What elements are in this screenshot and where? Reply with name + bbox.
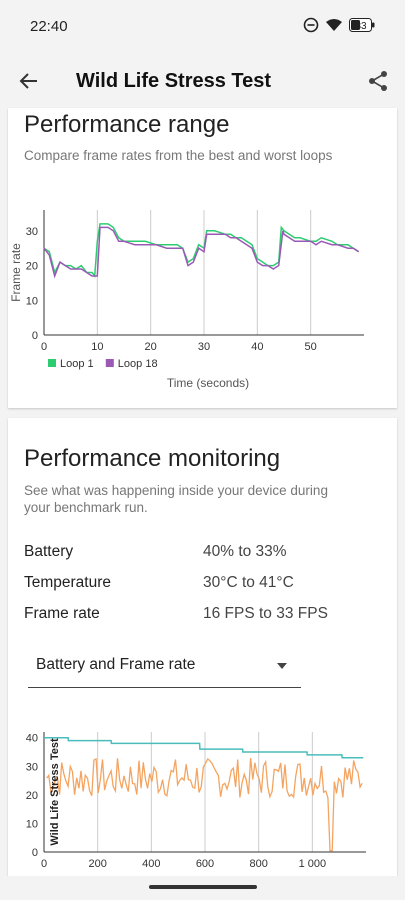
- dropdown-selected-value: Battery and Frame rate: [36, 656, 196, 673]
- x-tick-label: 40: [251, 341, 263, 353]
- y-tick-label: 30: [26, 226, 38, 238]
- x-tick-label: 20: [145, 341, 157, 353]
- x-tick-label: 10: [91, 341, 103, 353]
- y-tick-label: 20: [26, 261, 38, 273]
- performance-range-card: Performance range Compare frame rates fr…: [8, 108, 397, 408]
- y-tick-label: 40: [26, 733, 38, 745]
- series-line-battery: [44, 736, 364, 759]
- y-tick-label: 0: [32, 330, 38, 342]
- x-tick-label: 50: [305, 341, 317, 353]
- performance-range-title: Performance range: [24, 111, 230, 138]
- legend-swatch: [105, 359, 114, 367]
- status-icons: 33: [303, 17, 375, 33]
- x-tick-label: 0: [41, 341, 47, 353]
- temperature-label: Temperature: [24, 574, 112, 591]
- x-tick-label: 400: [142, 858, 160, 870]
- y-tick-label: 10: [26, 818, 38, 830]
- back-arrow-icon[interactable]: [18, 70, 40, 92]
- legend-label: Loop 18: [118, 358, 158, 370]
- legend-label: Loop 1: [60, 358, 94, 370]
- battery-value: 40% to 33%: [203, 543, 287, 560]
- x-tick-label: 0: [41, 858, 47, 870]
- performance-monitoring-subtitle-1: See what was happening inside your devic…: [24, 483, 328, 498]
- performance-monitoring-card: Performance monitoring See what was happ…: [8, 418, 397, 888]
- y-tick-label: 0: [32, 847, 38, 859]
- performance-monitoring-subtitle-2: your benchmark run.: [24, 500, 148, 515]
- x-tick-label: 800: [249, 858, 267, 870]
- share-icon[interactable]: [367, 70, 389, 92]
- wifi-icon: [326, 19, 342, 31]
- x-tick-label: 1 000: [299, 858, 327, 870]
- battery-icon: 33: [349, 18, 375, 32]
- performance-range-subtitle: Compare frame rates from the best and wo…: [24, 148, 333, 163]
- x-tick-label: 200: [88, 858, 106, 870]
- legend-swatch: [48, 359, 56, 367]
- y-axis-label: Wild Life Stress Test: [49, 738, 61, 846]
- y-axis-label: Frame rate: [9, 243, 23, 302]
- chart-metric-dropdown[interactable]: Battery and Frame rate: [28, 644, 301, 688]
- x-tick-label: 30: [198, 341, 210, 353]
- battery-label: Battery: [24, 543, 74, 560]
- status-time: 22:40: [30, 18, 68, 35]
- frame-rate-label: Frame rate: [24, 605, 100, 622]
- do-not-disturb-icon: [303, 17, 319, 33]
- dropdown-arrow-icon: [277, 663, 287, 669]
- y-tick-label: 30: [26, 761, 38, 773]
- x-axis-label: Time (seconds): [167, 376, 249, 390]
- x-tick-label: 600: [196, 858, 214, 870]
- navigation-bar: [0, 876, 405, 900]
- series-line-loop-18: [43, 226, 360, 279]
- series-line-frame-rate: [46, 757, 363, 852]
- app-bar: Wild Life Stress Test: [0, 56, 405, 108]
- battery-level: 33: [355, 21, 367, 32]
- home-gesture-handle[interactable]: [149, 885, 257, 889]
- performance-monitoring-chart: 0 200 400 600 800 1 000 0 10 20 30 40 Wild Life Str…: [26, 732, 366, 870]
- temperature-value: 30°C to 41°C: [203, 574, 294, 591]
- performance-monitoring-title: Performance monitoring: [24, 445, 281, 472]
- status-bar: 22:40 33: [0, 0, 405, 56]
- y-tick-label: 20: [26, 790, 38, 802]
- frame-rate-value: 16 FPS to 33 FPS: [203, 605, 328, 622]
- y-tick-label: 10: [26, 295, 38, 307]
- page-title: Wild Life Stress Test: [76, 70, 272, 92]
